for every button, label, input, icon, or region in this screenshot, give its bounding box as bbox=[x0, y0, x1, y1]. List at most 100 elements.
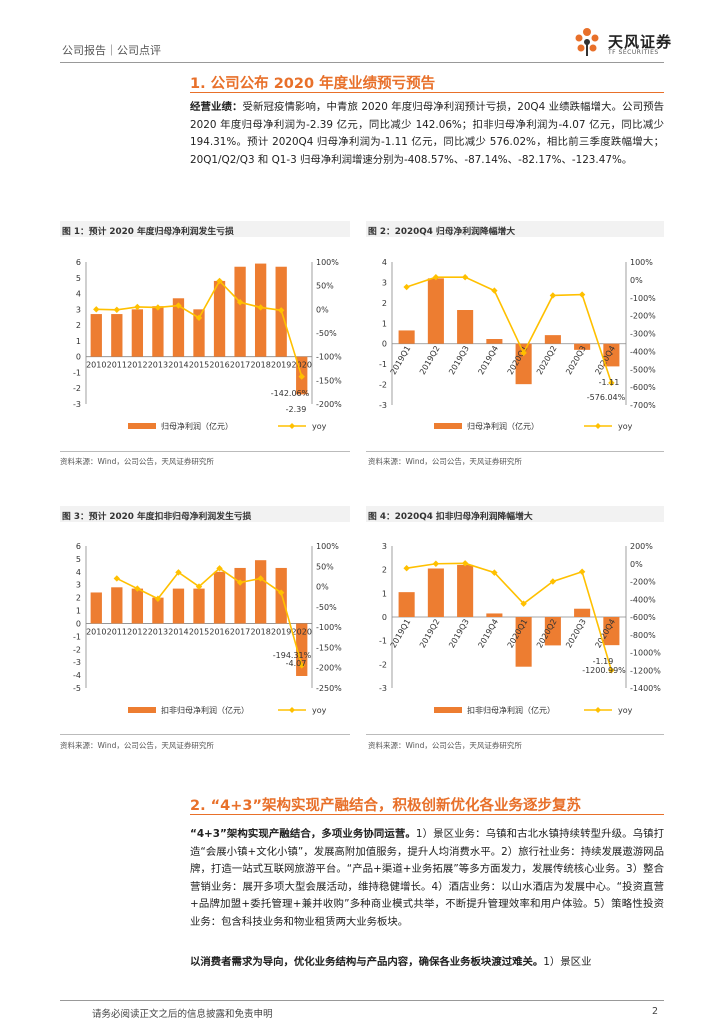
y-tick-label-left: 0 bbox=[76, 353, 81, 362]
y-tick-label-right: 0% bbox=[630, 276, 643, 285]
y-tick-label-left: -1 bbox=[73, 632, 81, 641]
yoy-marker bbox=[520, 349, 527, 357]
yoy-marker bbox=[608, 667, 615, 674]
y-tick-label-right: 0% bbox=[630, 560, 643, 569]
bar bbox=[213, 280, 226, 357]
x-tick-label: 2013 bbox=[148, 627, 168, 636]
yoy-marker bbox=[461, 273, 469, 281]
fig2-bottom-line bbox=[366, 451, 664, 452]
y-tick-label-right: 50% bbox=[316, 562, 334, 571]
x-tick-label: 2013 bbox=[148, 361, 168, 370]
legend-bar-swatch bbox=[434, 423, 462, 429]
yoy-marker bbox=[175, 569, 182, 576]
y-tick-label-right: -500% bbox=[630, 365, 656, 374]
y-tick-label-left: 1 bbox=[382, 319, 387, 328]
x-tick-label: 2019Q2 bbox=[418, 344, 442, 376]
legend-line-marker bbox=[289, 423, 295, 429]
x-tick-label: 2011 bbox=[107, 361, 127, 370]
bar bbox=[515, 617, 532, 667]
y-tick-label-left: -1 bbox=[379, 637, 387, 646]
y-tick-label-left: 2 bbox=[76, 594, 81, 603]
yoy-marker bbox=[236, 299, 244, 306]
x-tick-label: 2014 bbox=[168, 361, 188, 370]
chart-figure-2: -3 -2 -1 0 1 2 3 4 100% 0% -100% -200% -300% -400% -50… bbox=[379, 258, 656, 431]
yoy-marker bbox=[216, 277, 223, 285]
yoy-marker bbox=[432, 273, 440, 281]
y-tick-label-right: -100% bbox=[630, 294, 656, 303]
y-tick-label-left: 1 bbox=[382, 589, 387, 598]
y-tick-label-left: -2 bbox=[379, 381, 387, 390]
y-tick-label-right: -50% bbox=[316, 329, 337, 338]
bar bbox=[152, 597, 164, 624]
report-type-label: 公司报告｜公司点评 bbox=[62, 44, 161, 57]
y-tick-label-left: 0 bbox=[382, 340, 387, 349]
x-tick-label: 2019 bbox=[271, 361, 291, 370]
bar bbox=[213, 571, 226, 624]
y-tick-label-right: 0% bbox=[316, 583, 329, 592]
bar bbox=[457, 310, 474, 344]
legend-line-label: yoy bbox=[618, 422, 633, 431]
x-tick-label: 2020Q3 bbox=[564, 618, 588, 650]
y-tick-label-right: -1400% bbox=[630, 684, 661, 693]
bar bbox=[603, 617, 620, 646]
y-tick-label-right: -1000% bbox=[630, 649, 661, 658]
y-tick-label-left: -2 bbox=[73, 384, 81, 393]
y-tick-label-left: -4 bbox=[73, 671, 81, 680]
data-label: -576.04% bbox=[587, 393, 626, 402]
fig1-title: 图 1：预计 2020 年度归母净利润发生亏损 bbox=[62, 227, 234, 237]
x-tick-label: 2012 bbox=[127, 361, 147, 370]
section2-body-1: 1）景区业务：乌镇和古北水镇持续转型升级。乌镇打造“会展小镇+文化小镇”，发展高… bbox=[190, 828, 665, 928]
legend-line-label: yoy bbox=[312, 706, 327, 715]
y-tick-label-left: 0 bbox=[76, 619, 81, 628]
x-tick-label: 2015 bbox=[189, 361, 209, 370]
section1-body: 受新冠疫情影响，中青旅 2020 年度归母净利润预计亏损，20Q4 业绩跌幅增大… bbox=[190, 101, 664, 166]
y-tick-label-right: -200% bbox=[316, 400, 342, 409]
y-tick-label-left: 4 bbox=[76, 568, 81, 577]
y-tick-label-left: 6 bbox=[76, 542, 81, 551]
fig2-title-bar bbox=[366, 221, 664, 237]
header-divider bbox=[60, 62, 664, 63]
y-tick-label-right: -300% bbox=[630, 330, 656, 339]
fig4-title: 图 4：2020Q4 扣非归母净利润降幅增大 bbox=[368, 512, 533, 522]
bar bbox=[544, 617, 561, 646]
y-tick-label-right: -150% bbox=[316, 376, 342, 385]
yoy-marker bbox=[491, 569, 498, 576]
bar bbox=[172, 588, 185, 624]
bar bbox=[90, 592, 102, 624]
footer-divider bbox=[60, 1000, 664, 1001]
y-tick-label-left: 4 bbox=[382, 258, 387, 267]
brand-name: 天风证券 bbox=[608, 33, 673, 51]
chart-figure-4: 3 2 1 0 -1 -2 -3 200% 0% -200% -400% -600% -800% -100… bbox=[379, 542, 661, 715]
yoy-marker bbox=[257, 575, 264, 582]
bar bbox=[131, 588, 144, 624]
data-label: -1200.99% bbox=[582, 666, 626, 675]
y-tick-label-left: 2 bbox=[382, 299, 387, 308]
fig1-title-bar bbox=[60, 221, 350, 237]
x-tick-label: 2019Q3 bbox=[447, 344, 471, 376]
data-label: -142.06% bbox=[271, 389, 310, 398]
bar bbox=[398, 592, 415, 617]
section1-paragraph: 经营业绩：受新冠疫情影响，中青旅 2020 年度归母净利润预计亏损，20Q4 业… bbox=[190, 99, 664, 169]
y-tick-label-right: -200% bbox=[316, 664, 342, 673]
y-tick-label-left: -3 bbox=[379, 401, 387, 410]
bar bbox=[486, 339, 503, 344]
yoy-marker bbox=[236, 579, 244, 586]
yoy-line bbox=[406, 276, 613, 384]
x-tick-label: 2020Q2 bbox=[535, 344, 559, 376]
bar bbox=[90, 314, 102, 357]
yoy-marker bbox=[175, 302, 182, 309]
data-label: -1.11 bbox=[599, 378, 620, 387]
x-tick-label: 2020 bbox=[292, 361, 312, 370]
fig4-bottom-line bbox=[366, 734, 664, 735]
legend-bar-label: 扣非归母净利润（亿元） bbox=[467, 705, 555, 715]
y-tick-label-right: -1200% bbox=[630, 666, 661, 675]
y-tick-label-left: 0 bbox=[382, 613, 387, 622]
bar bbox=[193, 588, 205, 624]
legend-line-label: yoy bbox=[618, 706, 633, 715]
x-tick-label: 2010 bbox=[86, 361, 106, 370]
bar bbox=[544, 335, 561, 344]
y-tick-label-right: 50% bbox=[316, 282, 334, 291]
fig2-title: 图 2：2020Q4 归母净利润降幅增大 bbox=[368, 227, 516, 237]
section2-underline bbox=[190, 814, 664, 815]
x-tick-label: 2016 bbox=[209, 627, 229, 636]
